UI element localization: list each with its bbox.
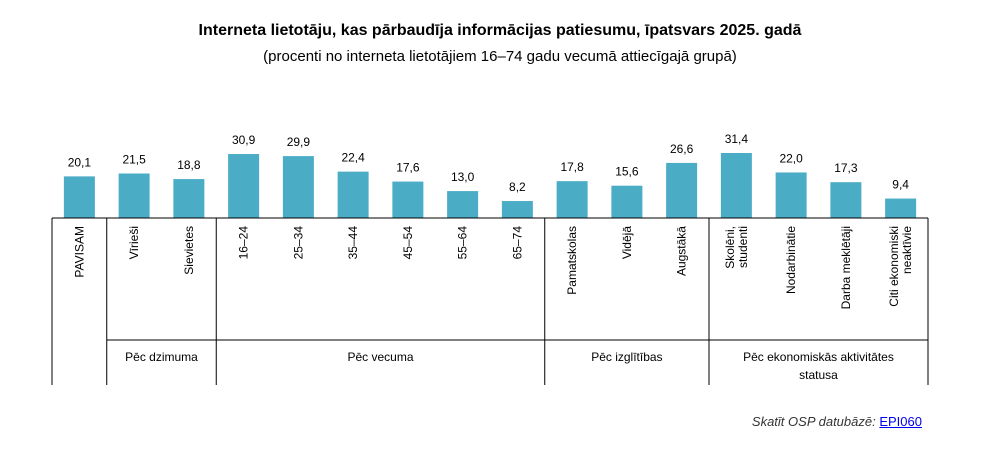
value-label: 13,0	[451, 170, 475, 184]
value-label: 26,6	[670, 142, 694, 156]
category-label: Vidējā	[620, 226, 634, 259]
value-label: 17,3	[834, 161, 858, 175]
chart-title: Interneta lietotāju, kas pārbaudīja info…	[198, 22, 802, 39]
source-text: Skatīt OSP datubāzē:	[751, 414, 876, 429]
bar	[447, 191, 479, 218]
bar	[173, 179, 205, 218]
bar	[282, 156, 314, 218]
bar	[611, 185, 643, 218]
group-label: statusa	[799, 368, 838, 382]
category-label: Darba meklētāji	[839, 226, 853, 309]
source-note: Skatīt OSP datubāzē: EPI060	[752, 414, 922, 429]
bar	[118, 173, 150, 218]
value-label: 20,1	[68, 155, 92, 169]
chart-subtitle: (procenti no interneta lietotājiem 16–74…	[263, 48, 737, 65]
value-label: 30,9	[232, 133, 256, 147]
category-label: Skolēni,	[723, 226, 737, 269]
group-label: Pēc vecuma	[347, 350, 413, 364]
source-link[interactable]: EPI060	[879, 414, 922, 429]
category-label: Vīrieši	[127, 226, 141, 259]
value-label: 18,8	[177, 158, 201, 172]
category-label: 45–54	[401, 226, 415, 260]
value-label: 8,2	[509, 180, 526, 194]
value-label: 9,4	[892, 178, 909, 192]
value-label: 17,6	[396, 161, 420, 175]
category-label: 16–24	[237, 226, 251, 260]
value-label: 17,8	[560, 160, 584, 174]
category-label: Pamatskolas	[565, 226, 579, 295]
bar	[392, 181, 424, 218]
value-label: 21,5	[122, 152, 146, 166]
category-label: Nodarbinātie	[784, 226, 798, 294]
bar	[337, 171, 369, 218]
group-label: Pēc dzimuma	[125, 350, 198, 364]
bar	[666, 162, 698, 218]
category-label: studenti	[736, 226, 750, 268]
value-label: 22,4	[341, 151, 365, 165]
value-label: 22,0	[779, 151, 803, 165]
category-label: 55–64	[456, 226, 470, 260]
bar	[63, 176, 95, 218]
bar	[830, 182, 862, 218]
category-label: neaktīvie	[900, 226, 914, 274]
group-label: Pēc ekonomiskās aktivitātes	[743, 350, 894, 364]
category-label: 65–74	[510, 226, 524, 260]
category-label: PAVISAM	[72, 226, 86, 278]
value-label: 29,9	[287, 135, 311, 149]
category-label: 35–44	[346, 226, 360, 260]
bar	[501, 201, 533, 218]
category-label: 25–34	[291, 226, 305, 260]
bar	[775, 172, 807, 218]
group-label: Pēc izglītības	[591, 350, 662, 364]
bar	[720, 153, 752, 218]
category-label: Sievietes	[182, 226, 196, 275]
bar	[556, 181, 588, 218]
value-label: 31,4	[725, 132, 749, 146]
bar	[885, 198, 917, 218]
category-label: Augstākā	[675, 226, 689, 276]
category-label: Citi ekonomiski	[887, 226, 901, 307]
value-label: 15,6	[615, 165, 639, 179]
bar	[228, 154, 260, 218]
